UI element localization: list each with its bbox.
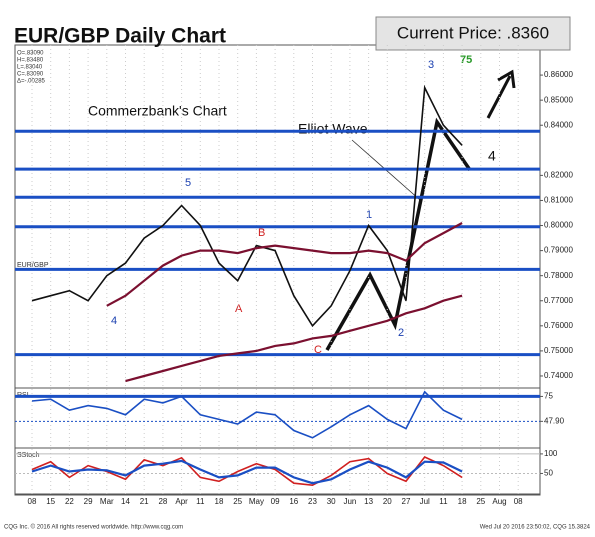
- wave-label: C: [314, 344, 322, 356]
- y-tick-label: 50: [544, 469, 553, 478]
- ohlc-item: L=.83040: [17, 65, 43, 71]
- y-tick-label: 0.85000: [544, 95, 573, 104]
- x-tick-label: Aug: [492, 497, 506, 506]
- panel-name: SStoch: [17, 452, 40, 459]
- x-tick-label: 09: [271, 497, 280, 506]
- x-tick-label: 27: [402, 497, 411, 506]
- wave-label: A: [235, 303, 243, 315]
- x-tick-label: 20: [383, 497, 392, 506]
- series-line: [31, 390, 463, 439]
- panel-name: EUR/GBP: [17, 262, 49, 269]
- wave-label: 75: [460, 54, 472, 66]
- x-tick-label: 16: [289, 497, 298, 506]
- x-tick-label: 15: [46, 497, 55, 506]
- x-tick-label: 14: [121, 497, 130, 506]
- x-tick-label: 25: [476, 497, 485, 506]
- y-tick-label: 47.90: [544, 416, 565, 425]
- ohlc-item: O=.83090: [17, 51, 44, 57]
- x-tick-label: 30: [327, 497, 336, 506]
- wave-label: 3: [428, 59, 434, 71]
- x-tick-label: Mar: [100, 497, 114, 506]
- x-tick-label: 29: [84, 497, 93, 506]
- y-tick-label: 100: [544, 449, 558, 458]
- y-tick-label: 0.86000: [544, 70, 573, 79]
- y-tick-label: 0.82000: [544, 170, 573, 179]
- x-tick-label: 08: [28, 497, 37, 506]
- ohlc-item: C=.83090: [17, 72, 44, 78]
- ohlc-item: Δ=-.00285: [17, 79, 46, 85]
- wave-label: 1: [366, 209, 372, 221]
- x-tick-label: 08: [514, 497, 523, 506]
- footer: Wed Jul 20 2016 23:50:02, CQG 15.3824: [480, 525, 591, 531]
- series-line: [125, 294, 463, 383]
- x-tick-label: 21: [140, 497, 149, 506]
- y-tick-label: 0.78000: [544, 271, 573, 280]
- series-line: [31, 459, 463, 485]
- x-tick-label: Jul: [420, 497, 430, 506]
- y-tick-label: 75: [544, 392, 553, 401]
- wave-label: 4: [111, 315, 117, 327]
- ohlc-info: O=.83090 H=.83480 L=.83040 C=.83090 Δ=-.…: [17, 51, 46, 85]
- y-tick-label: 0.81000: [544, 196, 573, 205]
- annotation: Elliot Wave: [298, 121, 368, 137]
- y-tick-label: 0.75000: [544, 346, 573, 355]
- ohlc-item: H=.83480: [17, 58, 44, 64]
- wave-label: B: [258, 227, 265, 239]
- x-tick-label: 25: [233, 497, 242, 506]
- wave-label: 5: [185, 177, 191, 189]
- wave-label: 2: [398, 327, 404, 339]
- price-box: [375, 16, 571, 51]
- x-tick-label: 13: [364, 497, 373, 506]
- y-tick-label: 0.74000: [544, 371, 573, 380]
- series-line: [106, 222, 463, 307]
- x-tick-label: 18: [215, 497, 224, 506]
- arrow-head: [497, 69, 516, 89]
- y-tick-label: 0.84000: [544, 120, 573, 129]
- x-tick-label: Jun: [343, 497, 356, 506]
- wave-label: 4: [488, 148, 496, 164]
- x-tick-label: 11: [439, 497, 448, 506]
- wave-drawing: [325, 117, 472, 351]
- x-tick-label: 11: [196, 497, 205, 506]
- footer: CQG Inc. © 2016 All rights reserved worl…: [4, 524, 183, 531]
- y-tick-label: 0.76000: [544, 321, 573, 330]
- series-line: [31, 84, 463, 328]
- current-price: Current Price: .8360: [397, 23, 549, 42]
- chart-title: EUR/GBP Daily Chart: [14, 25, 226, 48]
- x-tick-label: 23: [308, 497, 317, 506]
- x-tick-label: 28: [158, 497, 167, 506]
- x-tick-label: May: [249, 497, 264, 506]
- x-tick-label: 22: [65, 497, 74, 506]
- y-tick-label: 0.79000: [544, 246, 573, 255]
- x-tick-label: Apr: [175, 497, 188, 506]
- annotation: Commerzbank's Chart: [88, 103, 227, 119]
- y-tick-label: 0.77000: [544, 296, 573, 305]
- y-tick-label: 0.80000: [544, 221, 573, 230]
- x-tick-label: 18: [458, 497, 467, 506]
